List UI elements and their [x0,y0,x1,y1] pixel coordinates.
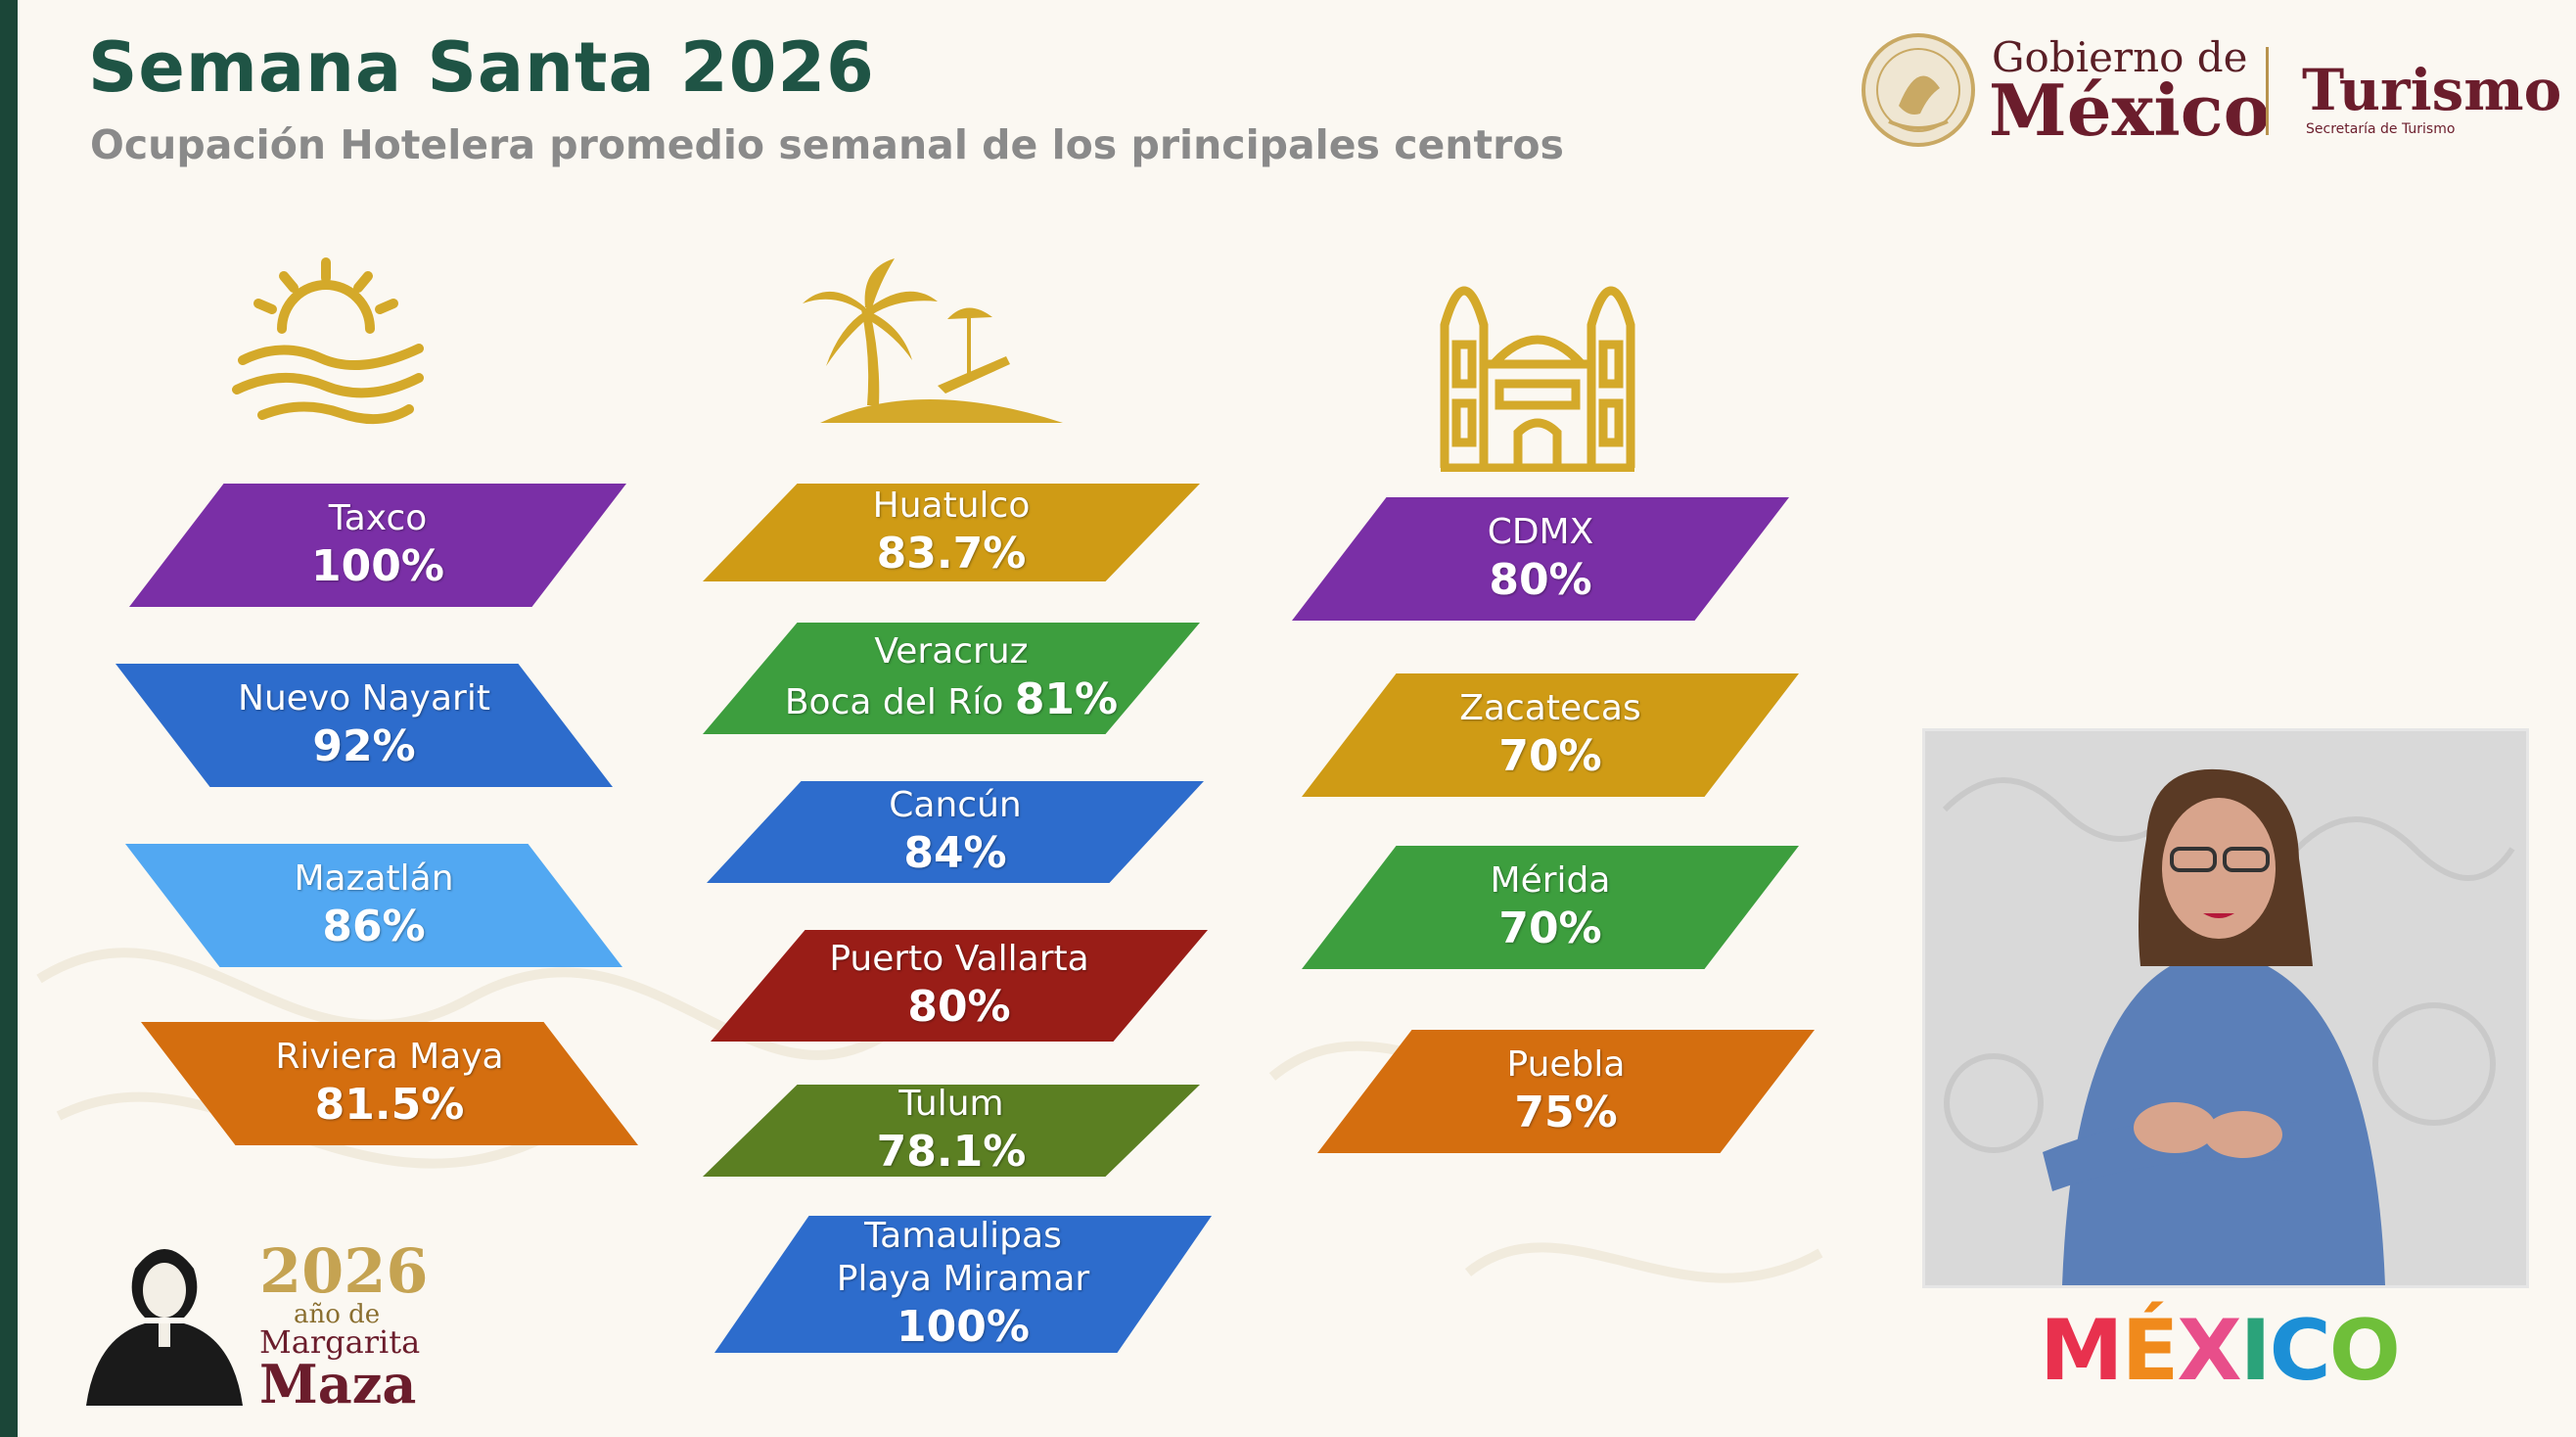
city-name: Puerto Vallarta [829,939,1089,980]
city-card-puerto-vallarta: Puerto Vallarta 80% [711,930,1208,1042]
city-name: Taxco [328,498,428,539]
city-card-taxco: Taxco 100% [129,484,626,607]
occupancy-value: 92% [312,721,416,772]
anniversary-year: 2026 [259,1235,429,1307]
occupancy-value: 75% [1514,1088,1618,1138]
occupancy-value: 78.1% [876,1127,1027,1178]
occupancy-value: 70% [1498,731,1602,782]
occupancy-value: 84% [903,828,1007,879]
gobierno-line2: México [1989,69,2271,152]
city-name: Tulum [898,1084,1004,1125]
turismo-label: Turismo [2302,57,2562,123]
national-seal-icon [1862,33,1975,147]
gobierno-line1: Gobierno de [1992,33,2248,81]
city-name-line2: Boca del Río 81% [785,673,1118,726]
city-card-mazatlan: Mazatlán 86% [125,844,622,967]
city-name: Veracruz [874,631,1029,672]
occupancy-value: 83.7% [876,529,1027,579]
occupancy-value: 81% [1014,674,1119,725]
city-card-nuevo-nayarit: Nuevo Nayarit 92% [115,664,613,787]
city-card-cancun: Cancún 84% [707,781,1204,883]
city-name: Tamaulipas [864,1216,1062,1257]
occupancy-value: 100% [897,1302,1030,1353]
city-card-tamaulipas: Tamaulipas Playa Miramar 100% [714,1216,1212,1353]
city-card-tulum: Tulum 78.1% [703,1085,1200,1177]
honoree-last-name: Maza [259,1353,417,1415]
page-subtitle: Ocupación Hotelera promedio semanal de l… [90,121,1564,168]
city-card-veracruz: Veracruz Boca del Río 81% [703,623,1200,734]
city-name: CDMX [1487,512,1594,553]
page-title: Semana Santa 2026 [88,27,875,108]
occupancy-value: 81.5% [314,1080,465,1131]
city-name: Riviera Maya [275,1037,504,1078]
city-card-zacatecas: Zacatecas 70% [1302,673,1799,797]
secretaria-label: Secretaría de Turismo [2306,121,2456,137]
mexico-brand-logo: MÉXICO [2040,1302,2401,1400]
honoree-first-name: Margarita [259,1323,421,1361]
city-name: Puebla [1506,1044,1626,1086]
cathedral-icon [1440,286,1635,472]
logo-divider [2266,47,2269,135]
sunset-waves-icon [232,257,424,425]
margarita-maza-portrait-icon [86,1249,243,1406]
city-card-riviera-maya: Riviera Maya 81.5% [141,1022,638,1145]
interpreter-image [1925,731,2526,1285]
city-name: Zacatecas [1459,688,1641,729]
city-name: Huatulco [872,486,1031,527]
city-name: Cancún [889,785,1022,826]
palm-beach-icon [803,258,1063,423]
occupancy-value: 100% [311,541,444,592]
occupancy-value: 70% [1498,904,1602,954]
occupancy-value: 80% [1489,555,1592,606]
city-name: Mazatlán [294,858,454,900]
city-name-2: Boca del Río [784,682,1004,723]
city-card-puebla: Puebla 75% [1317,1030,1815,1153]
occupancy-value: 86% [322,902,426,952]
city-name: Mérida [1490,860,1611,902]
anniversary-caption: año de [294,1300,381,1329]
city-card-cdmx: CDMX 80% [1292,497,1789,621]
city-name-2: Playa Miramar [836,1259,1090,1300]
left-accent-bar [0,0,18,1437]
occupancy-value: 80% [907,982,1011,1033]
mexico-brand-text: MÉXICO [2040,1302,2401,1400]
city-name: Nuevo Nayarit [238,678,490,719]
city-card-merida: Mérida 70% [1302,846,1799,969]
city-card-huatulco: Huatulco 83.7% [703,484,1200,581]
sign-language-interpreter-video [1922,728,2529,1288]
